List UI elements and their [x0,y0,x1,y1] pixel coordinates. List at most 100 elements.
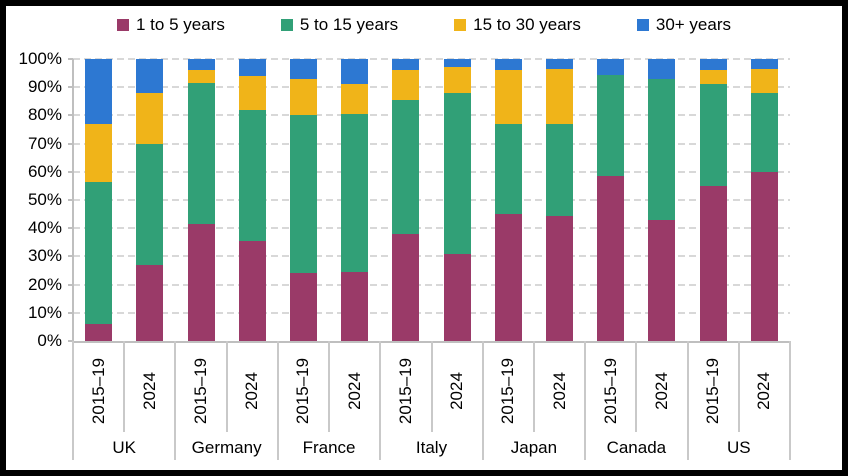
bar-segment-30-years [546,59,574,69]
group-separator [789,341,791,460]
bar-segment-5-to-15-years [238,109,266,241]
bar-segment-5-to-15-years [648,78,676,220]
bar-segment-5-to-15-years [289,115,317,274]
year-separator [123,341,126,432]
gridline-70 [73,142,790,145]
bar-segment-5-to-15-years [750,92,778,172]
gridline-20 [73,283,790,286]
bar-us-2015-19 [699,59,727,341]
bar-segment-1-to-5-years [85,324,113,341]
y-tick-label: 60% [27,161,62,181]
group-separator [276,341,279,460]
bar-segment-5-to-15-years [392,99,420,234]
bar-segment-15-to-30-years [699,70,727,85]
legend-swatch-5-to-15-years [280,19,293,31]
bar-segment-1-to-5-years [392,233,420,341]
bar-segment-30-years [341,59,369,85]
bar-segment-15-to-30-years [392,70,420,100]
y-tick-mark [68,170,73,173]
bar-segment-5-to-15-years [597,74,625,177]
bar-segment-15-to-30-years [136,92,164,144]
y-tick-mark [68,340,73,342]
bar-segment-1-to-5-years [750,171,778,341]
year-separator [737,341,740,432]
bar-segment-15-to-30-years [238,75,266,110]
x-tick-year-label: 2024 [447,372,467,410]
chart-inner: 1 to 5 years 5 to 15 years 15 to 30 year… [6,6,842,470]
x-group-label-germany: Germany [191,438,262,457]
legend-swatch-1-to-5-years [117,19,129,31]
bar-segment-15-to-30-years [289,78,317,116]
x-tick-year-label: 2024 [651,372,671,410]
bar-segment-15-to-30-years [750,68,778,93]
bar-segment-5-to-15-years [136,143,164,265]
legend-item-30-plus-years: 30+ years [636,15,731,35]
x-tick-year-label: 2024 [549,372,569,410]
bar-segment-30-years [494,59,522,71]
x-group-label-uk: UK [112,438,137,457]
group-separator [584,341,587,460]
y-tick-mark [68,86,73,89]
bar-segment-5-to-15-years [443,92,471,254]
y-tick-mark [68,114,73,117]
y-tick-mark [68,227,73,230]
bar-segment-15-to-30-years [85,123,113,182]
group-separator [72,341,74,460]
x-group-label-france: France [302,438,356,457]
year-separator [532,341,535,432]
y-axis-line [72,59,74,341]
x-tick-year-label: 2024 [139,372,159,410]
bar-segment-1-to-5-years [546,215,574,341]
x-tick-year-label: 2024 [242,372,262,410]
bar-segment-1-to-5-years [238,240,266,341]
bar-segment-1-to-5-years [341,271,369,341]
bar-segment-30-years [85,59,113,124]
legend-swatch-30-plus-years [636,19,649,31]
group-separator [379,341,382,460]
y-tick-mark [68,311,73,314]
bar-segment-1-to-5-years [136,264,164,341]
bar-japan-2024 [546,59,574,341]
bar-segment-30-years [443,59,471,68]
bar-segment-30-years [648,59,676,79]
year-separator [430,341,433,432]
gridline-10 [73,311,790,314]
year-separator [635,341,638,432]
bar-germany-2015-19 [187,59,215,341]
y-tick-mark [68,255,73,258]
bar-uk-2024 [136,59,164,341]
bar-canada-2015-19 [597,59,625,341]
bar-segment-1-to-5-years [187,223,215,341]
bar-france-2015-19 [289,59,317,341]
x-group-label-us: US [726,438,751,457]
gridline-40 [73,227,790,230]
y-tick-label: 80% [27,105,62,125]
y-tick-mark [68,58,73,60]
chart-legend: 1 to 5 years 5 to 15 years 15 to 30 year… [6,15,842,35]
y-tick-mark [68,283,73,286]
bar-italy-2024 [443,59,471,341]
x-tick-year-label: 2024 [344,372,364,410]
bar-germany-2024 [238,59,266,341]
bar-segment-30-years [289,59,317,79]
bar-segment-1-to-5-years [699,185,727,341]
bar-segment-5-to-15-years [494,123,522,215]
x-tick-year-label: 2015–19 [703,357,723,425]
bar-segment-5-to-15-years [341,114,369,272]
y-tick-label: 30% [27,246,62,266]
bar-segment-5-to-15-years [187,82,215,224]
year-separator [328,341,331,432]
bar-segment-1-to-5-years [597,176,625,341]
x-tick-year-label: 2015–19 [395,357,415,425]
gridline-60 [73,170,790,173]
y-tick-label: 40% [27,218,62,238]
gridline-30 [73,255,790,258]
legend-item-5-to-15-years: 5 to 15 years [280,15,398,35]
bar-segment-15-to-30-years [546,68,574,124]
legend-swatch-15-to-30-years [454,19,467,31]
group-separator [174,341,177,460]
y-tick-label: 20% [27,274,62,294]
bar-segment-30-years [750,59,778,69]
bar-france-2024 [341,59,369,341]
